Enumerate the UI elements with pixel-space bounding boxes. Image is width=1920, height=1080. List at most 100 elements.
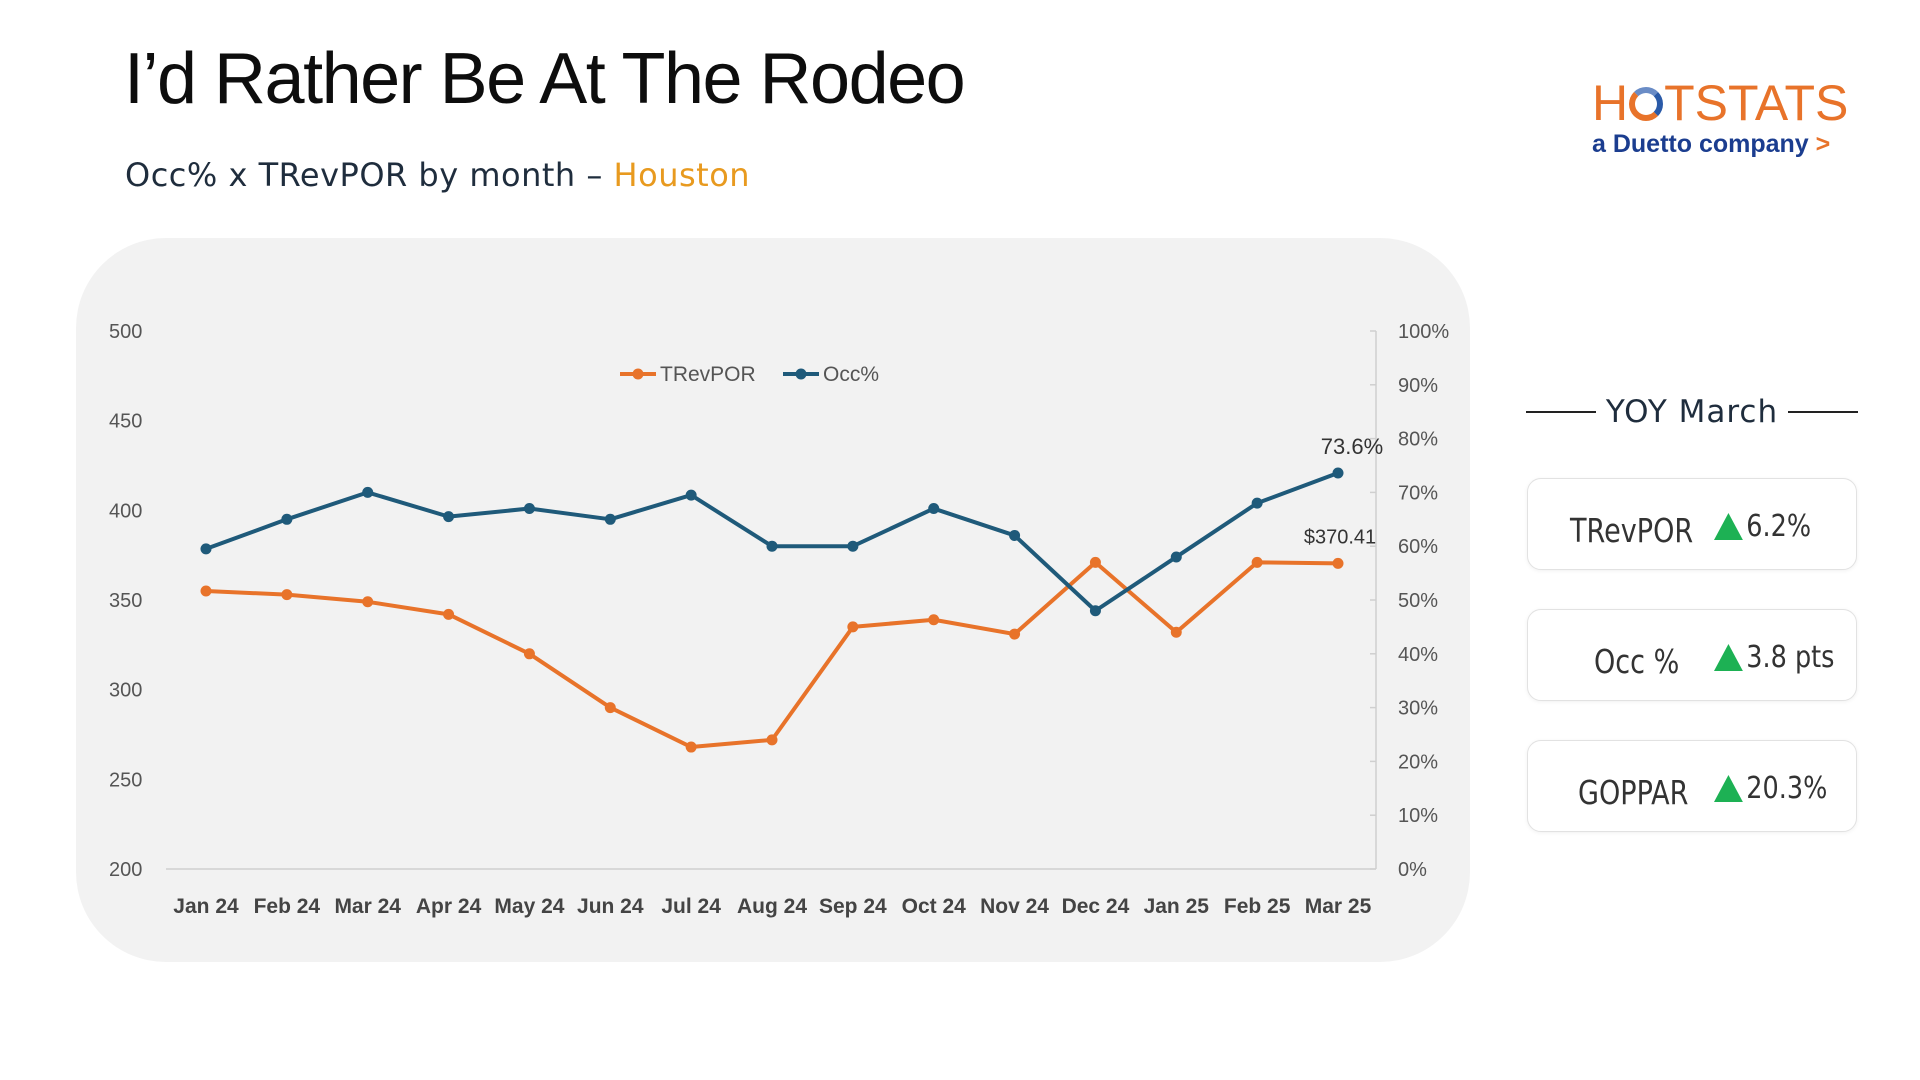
kpi-value-text: 20.3%	[1746, 771, 1828, 806]
data-point	[604, 702, 616, 714]
legend-swatch-marker	[632, 368, 644, 380]
yoy-heading: YOY March	[1526, 392, 1859, 432]
right-axis-tick-label: 0%	[1398, 859, 1427, 881]
logo-tagline-text: a Duetto company	[1592, 130, 1809, 158]
x-axis-tick-label: Mar 24	[334, 895, 401, 918]
x-axis-tick-label: Jan 24	[173, 895, 239, 918]
page-subtitle: Occ% x TRevPOR by month – Houston	[125, 156, 750, 194]
kpi-label: GOPPAR	[1578, 773, 1689, 812]
subtitle-main: Occ% x TRevPOR by month –	[125, 156, 614, 194]
x-axis-tick-label: May 24	[494, 895, 564, 918]
data-point	[1332, 467, 1344, 479]
logo-word-end: TSTATS	[1664, 75, 1849, 131]
data-point	[443, 511, 455, 523]
data-point	[685, 741, 697, 753]
left-axis-tick-label: 400	[109, 500, 142, 522]
data-point	[1251, 497, 1263, 509]
logo-chevron-icon: >	[1815, 130, 1831, 158]
data-point	[928, 614, 940, 626]
kpi-value: 6.2%	[1714, 509, 1811, 544]
yoy-heading-text: YOY March	[1605, 394, 1779, 430]
left-axis-tick-label: 200	[109, 859, 142, 881]
data-point	[523, 648, 535, 660]
kpi-card-occ: Occ % 3.8 pts	[1527, 609, 1857, 701]
left-axis-tick-label: 450	[109, 411, 142, 433]
data-point	[281, 513, 293, 525]
chart-panel: 0% 10% 20% 30% 40% 50% 60% 70% 80% 90% 100% 200 250 3…	[76, 238, 1470, 962]
data-point	[281, 589, 293, 601]
legend-label: Occ%	[823, 363, 879, 386]
page-title: I’d Rather Be At The Rodeo	[124, 39, 966, 119]
data-point	[1009, 529, 1021, 541]
up-triangle-icon	[1714, 644, 1743, 671]
kpi-value-text: 6.2%	[1746, 509, 1812, 544]
data-point	[847, 540, 859, 552]
kpi-value: 3.8 pts	[1714, 640, 1834, 675]
data-point	[847, 621, 859, 633]
kpi-value-text: 3.8 pts	[1746, 640, 1835, 675]
right-axis-tick-label: 10%	[1398, 805, 1438, 827]
legend-label: TRevPOR	[660, 363, 756, 386]
x-axis-tick-label: Jan 25	[1144, 895, 1210, 918]
logo-tagline: a Duetto company >	[1592, 130, 1862, 158]
left-axis-tick-label: 500	[109, 321, 142, 343]
kpi-label: Occ %	[1594, 642, 1680, 681]
data-point	[766, 734, 778, 746]
right-axis-tick-label: 30%	[1398, 698, 1438, 720]
kpi-value: 20.3%	[1714, 771, 1827, 806]
right-axis-tick-label: 90%	[1398, 375, 1438, 397]
left-axis-tick-label: 300	[109, 680, 142, 702]
x-axis-tick-label: Nov 24	[980, 895, 1049, 918]
hotstats-logo: H TSTATS a Duetto company >	[1592, 78, 1862, 162]
x-axis-tick-label: Feb 25	[1224, 895, 1291, 918]
right-axis-tick-label: 50%	[1398, 590, 1438, 612]
legend-swatch-marker	[795, 368, 807, 380]
x-axis-tick-label: Feb 24	[254, 895, 321, 918]
right-axis-tick-label: 80%	[1398, 429, 1438, 451]
data-point	[1089, 605, 1101, 617]
data-label: $370.41	[1304, 526, 1376, 548]
x-axis-tick-label: Apr 24	[416, 895, 482, 918]
data-point	[1251, 556, 1263, 568]
data-label: 73.6%	[1321, 434, 1383, 459]
right-axis-tick-label: 20%	[1398, 751, 1438, 773]
right-axis-tick-label: 70%	[1398, 482, 1438, 504]
data-point	[362, 486, 374, 498]
up-triangle-icon	[1714, 775, 1743, 802]
left-axis-tick-label: 350	[109, 590, 142, 612]
x-axis-tick-label: Aug 24	[737, 895, 807, 918]
right-axis-tick-label: 40%	[1398, 644, 1438, 666]
kpi-card-goppar: GOPPAR 20.3%	[1527, 740, 1857, 832]
x-axis-tick-label: Mar 25	[1305, 895, 1372, 918]
data-point	[685, 489, 697, 501]
data-point	[200, 543, 212, 555]
x-axis-tick-label: Oct 24	[902, 895, 967, 918]
logo-ring-icon	[1629, 87, 1664, 121]
data-point	[362, 596, 374, 608]
yoy-heading-rule-left	[1526, 411, 1596, 413]
subtitle-city: Houston	[613, 156, 751, 194]
kpi-card-trevpor: TRevPOR 6.2%	[1527, 478, 1857, 570]
data-point	[766, 540, 778, 552]
data-point	[200, 585, 212, 597]
occ-trevpor-line-chart: 0% 10% 20% 30% 40% 50% 60% 70% 80% 90% 100% 200 250 3…	[109, 321, 1449, 918]
x-axis-tick-label: Sep 24	[819, 895, 887, 918]
logo-word-start: H	[1592, 75, 1629, 131]
data-point	[928, 503, 940, 515]
data-point	[1170, 551, 1182, 563]
x-axis-tick-label: Jun 24	[577, 895, 644, 918]
data-point	[1089, 556, 1101, 568]
data-point	[1332, 557, 1344, 569]
data-point	[1009, 628, 1021, 640]
logo-wordmark: H TSTATS	[1592, 78, 1862, 128]
data-point	[604, 513, 616, 525]
up-triangle-icon	[1714, 513, 1743, 540]
right-axis-tick-label: 100%	[1398, 321, 1449, 343]
series-line-trevpor	[205, 560, 1339, 750]
x-axis-tick-label: Jul 24	[661, 895, 721, 918]
x-axis-tick-label: Dec 24	[1062, 895, 1130, 918]
data-point	[1170, 626, 1182, 638]
right-axis-tick-label: 60%	[1398, 536, 1438, 558]
data-point	[523, 503, 535, 515]
kpi-label: TRevPOR	[1570, 511, 1694, 550]
